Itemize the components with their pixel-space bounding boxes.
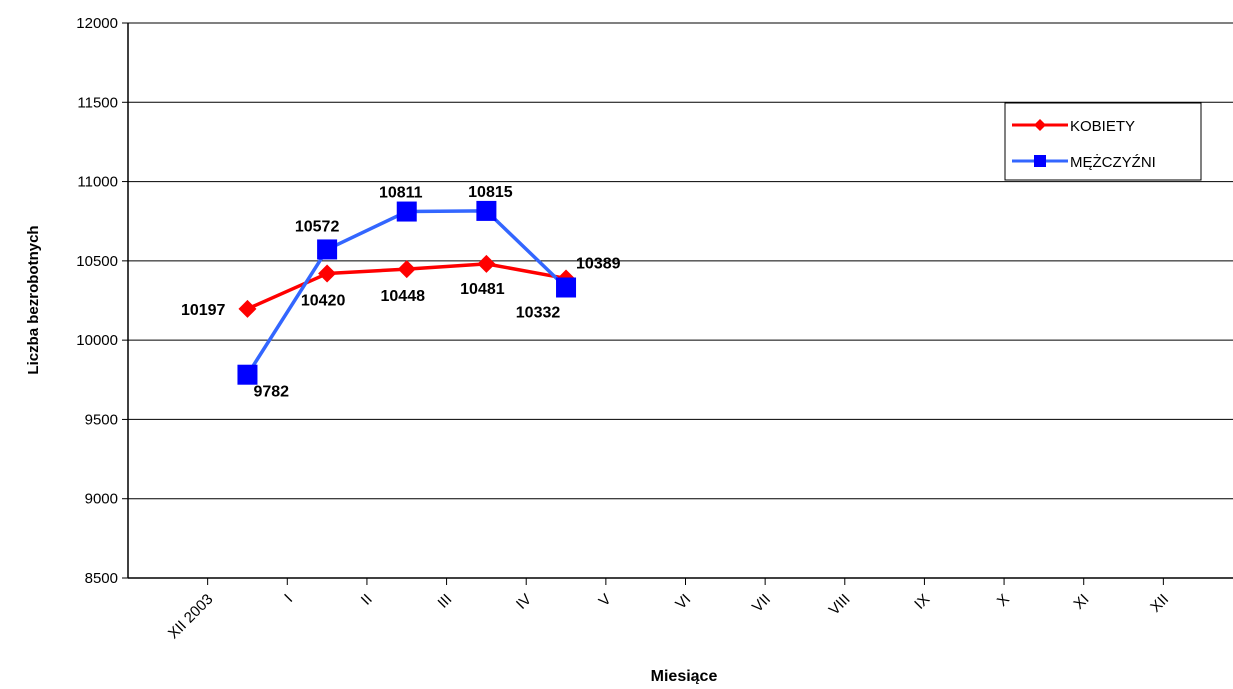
data-label: 10332 (516, 304, 561, 321)
data-label: 9782 (253, 384, 289, 401)
data-point-mezczyzni (396, 201, 417, 222)
y-tick-label: 10500 (76, 253, 118, 270)
y-tick-label: 9500 (85, 411, 118, 428)
data-label: 10481 (460, 281, 505, 298)
x-tick-label: III (435, 591, 456, 612)
x-tick-label: VIII (826, 591, 854, 619)
x-tick-labels: XII 2003 I II III IV V VI VII VIII IX X XI XII (165, 591, 1172, 643)
data-labels: 10197 10420 10448 10481 10389 9782 10572 10811 1… (181, 184, 621, 401)
data-label: 10420 (301, 293, 346, 310)
data-label: 10448 (381, 288, 426, 305)
data-point-mezczyzni (556, 277, 577, 298)
y-tick-labels: 8500 9000 9500 10000 10500 11000 11500 12000 (76, 15, 118, 587)
data-label: 10811 (379, 185, 423, 202)
gridlines (128, 22, 1233, 500)
data-point-mezczyzni (476, 200, 497, 221)
data-label: 10572 (295, 218, 340, 235)
x-tick-label: VII (749, 591, 774, 616)
x-tick-label: IX (911, 591, 933, 613)
legend-marker-kobiety (1034, 119, 1046, 131)
y-axis-label: Liczba bezrobotnych (25, 225, 42, 374)
y-tick-label: 10000 (76, 332, 118, 349)
data-label: 10389 (576, 255, 621, 272)
x-axis-label: Miesiące (651, 668, 718, 684)
legend-label-kobiety: KOBIETY (1070, 118, 1135, 135)
x-tick-label: V (596, 591, 615, 610)
x-tick-label: XII 2003 (165, 591, 217, 643)
data-point-mezczyzni (317, 239, 338, 260)
x-tick-label: I (281, 591, 296, 606)
data-point-kobiety (477, 254, 496, 273)
legend-marker-mezczyzni (1034, 155, 1046, 167)
y-tick-label: 11000 (77, 174, 118, 191)
data-point-mezczyzni (237, 364, 258, 385)
x-tick-label: XI (1070, 591, 1092, 613)
x-tick-label: II (358, 591, 376, 609)
data-label: 10815 (468, 184, 513, 201)
legend: KOBIETY MĘŻCZYŹNI (1004, 102, 1202, 181)
axes (122, 22, 1233, 585)
series-group (237, 200, 577, 385)
data-point-kobiety (318, 264, 337, 283)
data-point-kobiety (397, 260, 416, 279)
y-tick-label: 8500 (85, 570, 118, 587)
y-tick-label: 9000 (85, 491, 118, 508)
legend-box (1004, 102, 1202, 181)
x-tick-label: VI (672, 591, 694, 613)
legend-label-mezczyzni: MĘŻCZYŹNI (1070, 153, 1156, 171)
data-point-kobiety (238, 299, 257, 318)
y-tick-label: 11500 (77, 94, 118, 111)
x-tick-label: XII (1147, 591, 1172, 616)
x-tick-label: IV (513, 591, 535, 613)
y-tick-label: 12000 (76, 15, 118, 32)
x-tick-label: X (994, 591, 1013, 610)
data-label: 10197 (181, 302, 226, 319)
